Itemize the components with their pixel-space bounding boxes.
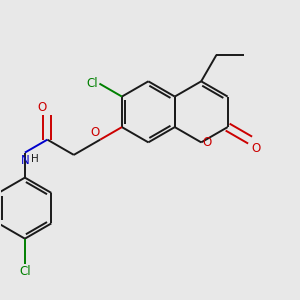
Text: O: O — [90, 126, 99, 139]
Text: O: O — [37, 100, 46, 114]
Text: Cl: Cl — [87, 77, 98, 90]
Text: Cl: Cl — [19, 265, 31, 278]
Text: O: O — [251, 142, 260, 155]
Text: N: N — [20, 154, 29, 166]
Text: O: O — [202, 136, 212, 149]
Text: H: H — [31, 154, 39, 164]
